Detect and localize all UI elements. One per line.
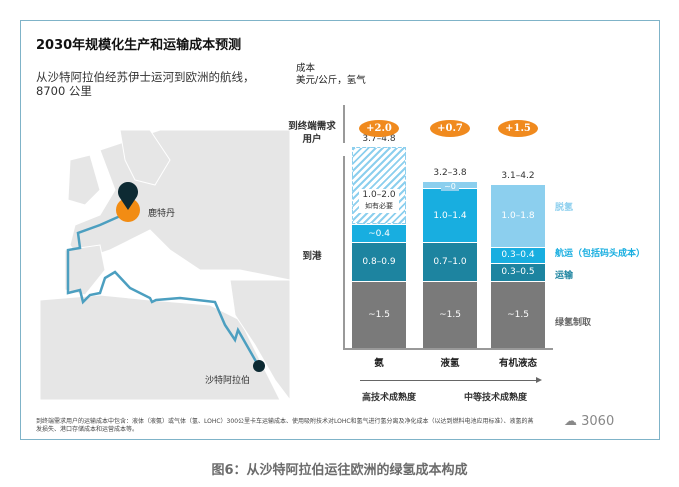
end-user-extra-badge: +2.0 [359,120,399,137]
arrow-right-label: 中等技术成熟度 [464,393,528,403]
segment-value: 0.7–1.0 [433,256,467,267]
watermark-text: 3060 [581,414,615,429]
category-label: 液氢 [440,358,460,369]
segment-value: ~1.5 [507,309,529,320]
bar-total: 3.2–3.8 [433,168,467,179]
chart-unit: 成本 美元/公斤，氢气 [296,63,366,87]
row-label-end-user: 到终端需求用户 [288,121,336,145]
legend-transport: 运输 [555,271,574,281]
row-label-port: 到港 [302,251,322,262]
segment-label: 1.0–2.0 如有必要 [359,188,399,213]
bar-total: 3.7–4.8 [362,133,396,144]
bar-segment: 0.3–0.4 [491,246,545,263]
chart-ylabel: 美元/公斤，氢气 [296,75,366,86]
segment-label: ~0.4 [368,229,390,239]
segment-label: 0.3–0.4 [501,250,534,260]
destination-pin-icon [118,182,138,210]
segment-label: 0.7–1.0 [433,257,466,267]
origin-label: 沙特阿拉伯 [205,374,250,386]
axis-end-user [343,105,345,143]
bar-segment: ~0 [423,181,477,192]
bar-segment: 0.8–0.9 [352,242,406,281]
segment-value: ~0.4 [368,228,390,239]
bar-segment: 1.0–2.0 如有必要 [352,146,406,225]
segment-value: 1.0–1.4 [433,210,467,221]
destination-label: 鹿特丹 [148,207,175,219]
segment-value: ~0 [444,182,456,192]
shipping-route [66,211,260,366]
bar-total: 3.1–4.2 [501,170,535,181]
legend-dehydrogenation: 脱氢 [555,203,574,213]
segment-note: 如有必要 [364,201,393,210]
maturity-arrow [360,380,540,381]
segment-label: 0.8–0.9 [362,257,395,267]
map-land-iberia [64,244,106,296]
map-land-uk [67,154,101,206]
segment-label: 1.0–1.8 [501,211,534,221]
bar-segment: ~1.5 [423,280,477,348]
segment-value: ~1.5 [368,309,390,320]
legend-shipping: 航运（包括码头成本） [555,249,646,259]
end-user-extra-badge: +1.5 [498,120,538,137]
bar-segment: 1.0–1.4 [423,188,477,243]
bar-segment: 1.0–1.8 [491,183,545,247]
map-land-middleeast [229,279,290,400]
segment-value: 0.3–0.4 [501,250,535,261]
bar-segment: ~1.5 [491,280,545,348]
segment-label: ~1.5 [368,310,390,320]
map-land-scandinavia [119,130,171,186]
footnote: 到终端需求用户的运输成本中包含：液体（液氨）或气体（氢、LOHC）300公里卡车… [36,418,534,433]
segment-value: 0.3–0.5 [501,267,535,277]
category-label: 有机液态 [498,358,537,369]
route-map: 鹿特丹 沙特阿拉伯 [40,130,290,400]
segment-label: ~1.5 [439,310,461,320]
segment-value: 1.0–2.0 [362,189,396,200]
bar-segment: 0.7–1.0 [423,242,477,281]
arrow-left-label: 高技术成熟度 [362,393,417,403]
figure-caption: 图6：从沙特阿拉伯运往欧洲的绿氢成本构成 [211,463,468,478]
segment-label: 0.3–0.5 [501,267,534,277]
wechat-icon: ☁ [564,414,582,429]
end-user-extra-badge: +0.7 [430,120,470,137]
bar-segment: 0.3–0.5 [491,262,545,281]
legend-production: 绿氢制取 [555,318,592,328]
segment-label: 1.0–1.4 [433,211,466,221]
arrow-head-icon [536,377,542,383]
x-baseline [343,348,553,350]
segment-label: ~0 [441,182,459,192]
segment-value: 0.8–0.9 [362,256,396,267]
category-label: 氨 [374,358,384,369]
bar-segment: ~1.5 [352,280,406,348]
origin-marker [253,360,265,372]
map-land-europe [69,130,290,281]
axis-port [343,156,345,349]
route-subtitle: 从沙特阿拉伯经苏伊士运河到欧洲的航线，8700 公里 [36,70,255,98]
figure-title: 2030年规模化生产和运输成本预测 [36,38,242,53]
segment-value: ~1.5 [439,309,461,320]
watermark: ☁ 3060 [564,414,614,429]
bar-segment: ~0.4 [352,224,406,243]
chart-title: 成本 [296,63,316,74]
segment-label: ~1.5 [507,310,529,320]
segment-value: 1.0–1.8 [501,210,535,221]
